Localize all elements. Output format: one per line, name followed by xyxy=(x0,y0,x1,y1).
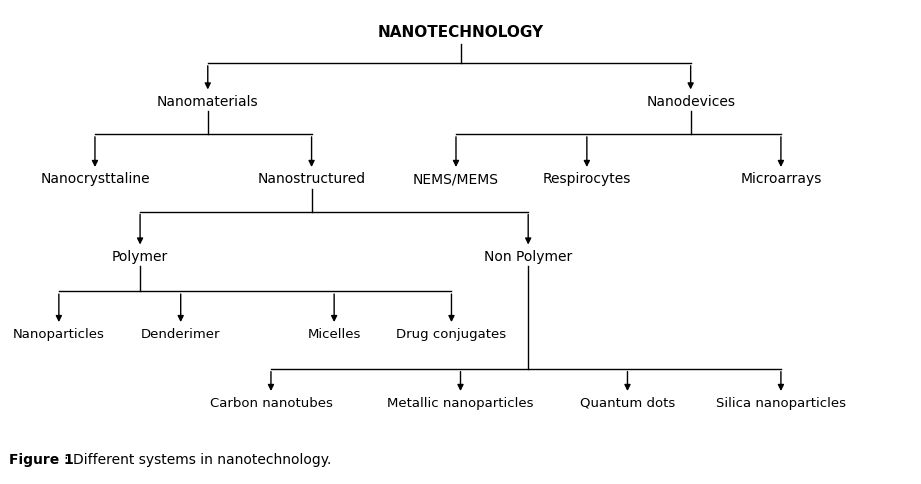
Text: NANOTECHNOLOGY: NANOTECHNOLOGY xyxy=(378,25,543,40)
Text: Nanocrysttaline: Nanocrysttaline xyxy=(41,172,150,186)
Text: Metallic nanoparticles: Metallic nanoparticles xyxy=(387,397,534,410)
Text: Quantum dots: Quantum dots xyxy=(580,397,675,410)
Text: Respirocytes: Respirocytes xyxy=(542,172,631,186)
Text: Silica nanoparticles: Silica nanoparticles xyxy=(716,397,845,410)
Text: Polymer: Polymer xyxy=(112,250,169,264)
Text: Denderimer: Denderimer xyxy=(141,328,220,341)
Text: Nanoparticles: Nanoparticles xyxy=(13,328,105,341)
Text: Micelles: Micelles xyxy=(308,328,361,341)
Text: Drug conjugates: Drug conjugates xyxy=(396,328,507,341)
Text: Microarrays: Microarrays xyxy=(740,172,822,186)
Text: Figure 1: Figure 1 xyxy=(9,453,74,467)
Text: Nanomaterials: Nanomaterials xyxy=(157,95,259,109)
Text: : Different systems in nanotechnology.: : Different systems in nanotechnology. xyxy=(64,453,332,467)
Text: NEMS/MEMS: NEMS/MEMS xyxy=(413,172,499,186)
Text: Nanostructured: Nanostructured xyxy=(258,172,366,186)
Text: Non Polymer: Non Polymer xyxy=(484,250,572,264)
Text: Carbon nanotubes: Carbon nanotubes xyxy=(209,397,332,410)
Text: Nanodevices: Nanodevices xyxy=(647,95,735,109)
